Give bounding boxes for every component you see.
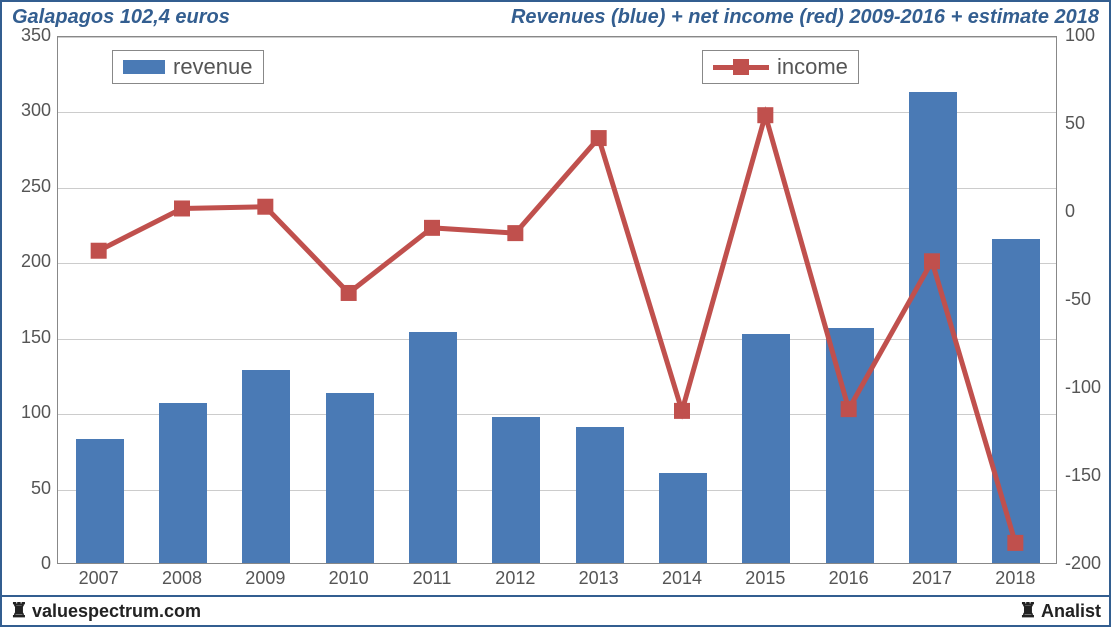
legend-revenue-label: revenue xyxy=(173,54,253,80)
footer-right-text: Analist xyxy=(1041,601,1101,622)
footer: ♜ valuespectrum.com ♜ Analist xyxy=(2,595,1109,625)
x-tick: 2017 xyxy=(912,568,952,589)
y-right-tick: 100 xyxy=(1065,25,1095,46)
plot-area xyxy=(57,36,1057,564)
x-tick: 2008 xyxy=(162,568,202,589)
revenue-bar xyxy=(242,370,290,563)
revenue-bar xyxy=(826,328,874,563)
rook-icon: ♜ xyxy=(1019,601,1037,621)
y-left-tick: 300 xyxy=(9,100,51,121)
footer-left-text: valuespectrum.com xyxy=(32,601,201,622)
x-tick: 2018 xyxy=(995,568,1035,589)
y-left-tick: 150 xyxy=(9,327,51,348)
legend-income-label: income xyxy=(777,54,848,80)
y-right-tick: -100 xyxy=(1065,377,1101,398)
y-right-tick: -150 xyxy=(1065,465,1101,486)
legend-income: income xyxy=(702,50,859,84)
y-left-tick: 50 xyxy=(9,478,51,499)
x-tick: 2013 xyxy=(579,568,619,589)
x-tick: 2011 xyxy=(413,568,452,589)
x-tick: 2007 xyxy=(79,568,119,589)
x-tick: 2014 xyxy=(662,568,702,589)
revenue-bar xyxy=(659,473,707,564)
chart-header: Galapagos 102,4 euros Revenues (blue) + … xyxy=(2,2,1109,31)
title-right: Revenues (blue) + net income (red) 2009-… xyxy=(511,6,1099,29)
y-right-tick: -200 xyxy=(1065,553,1101,574)
x-tick: 2012 xyxy=(495,568,535,589)
x-tick: 2016 xyxy=(829,568,869,589)
y-right-tick: -50 xyxy=(1065,289,1091,310)
revenue-bar xyxy=(576,427,624,563)
revenue-bar xyxy=(326,393,374,563)
y-right-tick: 0 xyxy=(1065,201,1075,222)
y-left-tick: 0 xyxy=(9,553,51,574)
x-tick: 2010 xyxy=(329,568,369,589)
revenue-bar xyxy=(76,439,124,563)
revenue-bar xyxy=(742,334,790,563)
x-tick: 2015 xyxy=(745,568,785,589)
legend-revenue: revenue xyxy=(112,50,264,84)
revenue-bar xyxy=(909,92,957,563)
revenue-bar xyxy=(992,239,1040,563)
y-left-tick: 250 xyxy=(9,176,51,197)
revenue-bar xyxy=(159,403,207,563)
x-tick: 2009 xyxy=(245,568,285,589)
legend-income-swatch xyxy=(713,59,769,75)
legend-revenue-swatch xyxy=(123,60,165,74)
chart-container: Galapagos 102,4 euros Revenues (blue) + … xyxy=(0,0,1111,627)
rook-icon: ♜ xyxy=(10,601,28,621)
y-left-tick: 350 xyxy=(9,25,51,46)
y-right-tick: 50 xyxy=(1065,113,1085,134)
y-left-tick: 200 xyxy=(9,251,51,272)
revenue-bar xyxy=(492,417,540,563)
revenue-bar xyxy=(409,332,457,563)
footer-left: ♜ valuespectrum.com xyxy=(10,601,201,622)
footer-right: ♜ Analist xyxy=(1019,601,1101,622)
y-left-tick: 100 xyxy=(9,402,51,423)
